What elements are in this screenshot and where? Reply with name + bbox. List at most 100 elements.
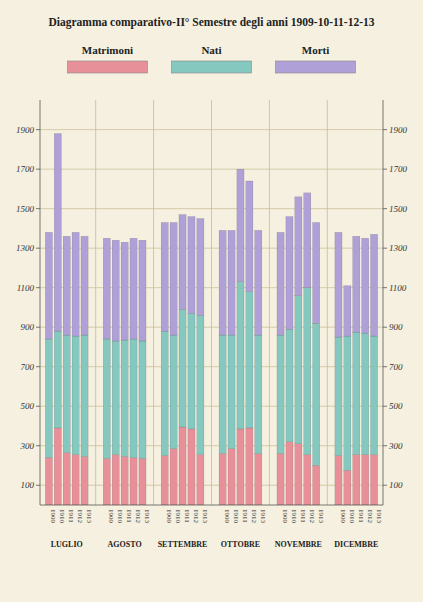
month-label: SETTEMBRE (158, 540, 208, 549)
bar-segment (54, 331, 61, 428)
bar-segment (121, 242, 128, 340)
y2-tick-label: 500 (389, 401, 403, 411)
year-label: 1911 (183, 509, 191, 523)
bar-segment (170, 449, 177, 505)
year-label: 1909 (107, 509, 115, 524)
bar-segment (121, 457, 128, 505)
chart: Diagramma comparativo-II° Semestre degli… (0, 0, 423, 602)
legend-label: Matrimoni (82, 44, 133, 56)
year-label: 1913 (143, 509, 151, 524)
bar-segment (344, 470, 351, 505)
year-label: 1911 (67, 509, 75, 523)
bar-segment (228, 230, 235, 335)
bar-segment (362, 333, 369, 455)
group-separator (327, 100, 328, 505)
bar-segment (246, 181, 253, 292)
bar-segment (371, 234, 378, 336)
y-tick (36, 445, 40, 446)
bar-segment (103, 459, 110, 505)
bar-segment (139, 240, 146, 341)
year-label: 1912 (308, 509, 316, 524)
legend-label: Nati (201, 44, 221, 56)
bar-segment (237, 282, 244, 429)
bar-segment (81, 457, 88, 505)
bar-segment (72, 455, 79, 505)
bar-segment (54, 134, 61, 332)
year-label: 1912 (250, 509, 258, 524)
bar-segment (255, 230, 262, 335)
grid (40, 100, 383, 505)
bar-segment (304, 288, 311, 455)
bar-segment (277, 232, 284, 335)
x-labels: 1909191019111912191319091910191119121913… (49, 509, 382, 549)
bar-segment (54, 428, 61, 505)
y2-tick (383, 406, 387, 407)
bar-segment (63, 453, 70, 505)
y-tick-label: 700 (21, 362, 35, 372)
bar-segment (130, 238, 137, 339)
year-label: 1909 (339, 509, 347, 524)
y2-tick (383, 445, 387, 446)
bar-segment (295, 296, 302, 444)
bar-segment (45, 339, 52, 458)
y2-tick-label: 1900 (389, 125, 408, 135)
bars (45, 134, 377, 505)
y-tick-label: 1100 (17, 283, 35, 293)
bar-segment (344, 336, 351, 470)
month-label: AGOSTO (108, 540, 142, 549)
month-label: NOVEMBRE (275, 540, 322, 549)
title: Diagramma comparativo-II° Semestre degli… (48, 16, 374, 29)
bar-segment (197, 315, 204, 454)
y-tick-label: 1300 (16, 243, 35, 253)
y-tick (36, 129, 40, 130)
bar-segment (72, 232, 79, 336)
year-label: 1913 (375, 509, 383, 524)
y-tick-label: 1500 (16, 204, 35, 214)
bar-segment (45, 232, 52, 339)
background (0, 0, 423, 602)
bar-segment (313, 323, 320, 465)
bar-segment (197, 219, 204, 316)
bar-segment (72, 336, 79, 455)
bar-segment (139, 341, 146, 459)
y-axis (40, 100, 41, 505)
bar-segment (228, 449, 235, 505)
bar-segment (277, 335, 284, 454)
y-tick-label: 300 (20, 441, 35, 451)
bar-segment (313, 222, 320, 323)
y2-tick (383, 169, 387, 170)
bar-segment (103, 339, 110, 459)
year-label: 1911 (241, 509, 249, 523)
group-separator (269, 100, 270, 505)
bar-segment (188, 217, 195, 314)
bar-segment (353, 332, 360, 454)
y2-tick (383, 129, 387, 130)
year-label: 1910 (232, 509, 240, 524)
bar-segment (255, 335, 262, 454)
year-label: 1910 (290, 509, 298, 524)
bar-segment (188, 313, 195, 429)
legend-label: Morti (302, 44, 329, 56)
y2-tick-label: 1700 (389, 164, 408, 174)
y-tick (36, 287, 40, 288)
bar-segment (161, 456, 168, 505)
y2-tick-label: 1300 (389, 243, 408, 253)
bar-segment (112, 341, 119, 455)
y-tick (36, 169, 40, 170)
bar-segment (161, 331, 168, 455)
bar-segment (170, 335, 177, 449)
bar-segment (362, 455, 369, 505)
bar-segment (81, 236, 88, 335)
y2-tick (383, 287, 387, 288)
year-label: 1912 (366, 509, 374, 524)
y2-tick (383, 208, 387, 209)
bar-segment (255, 454, 262, 505)
y-tick (36, 485, 40, 486)
y2-tick (383, 327, 387, 328)
y-tick (36, 248, 40, 249)
year-label: 1910 (348, 509, 356, 524)
bar-segment (197, 455, 204, 505)
bar-segment (161, 222, 168, 331)
axes: 1003005007009001100130015001700190010030… (16, 100, 408, 505)
bar-segment (112, 240, 119, 341)
